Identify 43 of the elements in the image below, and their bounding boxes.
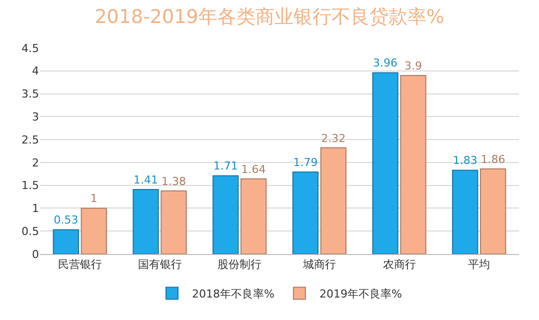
data-label: 1 bbox=[90, 192, 98, 206]
y-tick-label: 1 bbox=[32, 202, 39, 216]
y-tick-label: 0 bbox=[32, 248, 39, 261]
y-tick-label: 2 bbox=[32, 156, 39, 170]
data-label: 1.83 bbox=[452, 154, 478, 168]
bar bbox=[372, 72, 398, 254]
bar bbox=[52, 229, 80, 254]
data-label: 1.79 bbox=[293, 156, 318, 170]
bar bbox=[240, 178, 267, 254]
y-tick-label: 4 bbox=[32, 64, 39, 78]
data-label: 1.38 bbox=[161, 174, 186, 188]
y-tick-label: 4.5 bbox=[22, 42, 39, 55]
data-label: 1.86 bbox=[480, 152, 506, 166]
x-tick-label: 民营银行 bbox=[58, 258, 102, 272]
data-label: 0.53 bbox=[54, 214, 78, 227]
y-tick-label: 1.5 bbox=[22, 179, 39, 192]
y-tick-label: 3 bbox=[32, 110, 39, 124]
bar bbox=[80, 208, 107, 254]
y-tick-label: 2.5 bbox=[22, 133, 39, 146]
x-tick-label: 农商行 bbox=[382, 258, 416, 272]
data-label: 3.9 bbox=[404, 59, 422, 72]
bar bbox=[212, 175, 239, 254]
bar bbox=[400, 74, 426, 254]
data-label: 1.64 bbox=[241, 162, 266, 176]
bar bbox=[452, 170, 478, 254]
bar bbox=[480, 168, 506, 254]
y-tick-label: 3.5 bbox=[22, 88, 39, 101]
x-tick-label: 股份制行 bbox=[218, 258, 262, 272]
x-tick-label: 国有银行 bbox=[138, 258, 182, 272]
bar bbox=[132, 188, 159, 254]
data-label: 1.41 bbox=[134, 173, 158, 186]
chart-title: 2018-2019年各类商业银行不良贷款率% bbox=[94, 6, 444, 28]
bar bbox=[320, 147, 346, 254]
data-label: 3.96 bbox=[373, 56, 398, 70]
bar bbox=[160, 190, 187, 254]
x-tick-label: 平均 bbox=[468, 258, 490, 272]
x-tick-label: 城商行 bbox=[302, 258, 336, 272]
data-label: 2.32 bbox=[321, 132, 346, 145]
data-label: 1.71 bbox=[213, 160, 238, 173]
legend-label: 2019年不良率% bbox=[319, 288, 402, 301]
legend-label: 2018年不良率% bbox=[192, 288, 274, 301]
y-tick-label: 0.5 bbox=[22, 224, 39, 238]
bar bbox=[292, 172, 319, 254]
